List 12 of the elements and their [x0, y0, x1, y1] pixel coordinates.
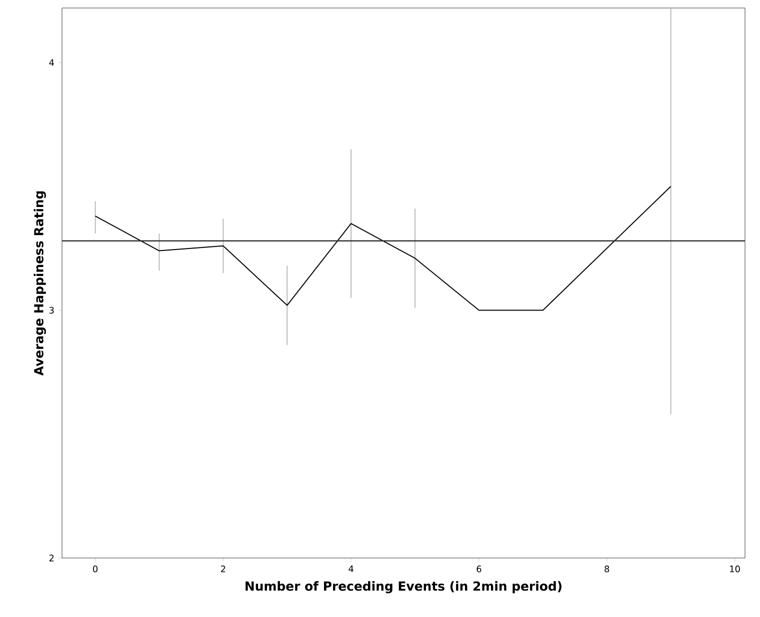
y-tick-label: 4 [49, 59, 54, 66]
x-tick-label: 4 [348, 566, 354, 572]
y-tick-label: 2 [49, 554, 54, 562]
x-tick-label: 2 [220, 566, 226, 572]
x-axis-title: Number of Preceding Events (in 2min period) [246, 581, 562, 594]
x-tick-label: 6 [476, 566, 482, 572]
x-tick-label: 0 [93, 566, 98, 572]
y-axis-title: Average Happiness Rating [34, 191, 46, 376]
line-series [94, 186, 672, 311]
x-tick-label: 10 [730, 566, 740, 572]
x-tick-label: 8 [604, 566, 610, 572]
y-tick-label: 3 [49, 306, 54, 314]
